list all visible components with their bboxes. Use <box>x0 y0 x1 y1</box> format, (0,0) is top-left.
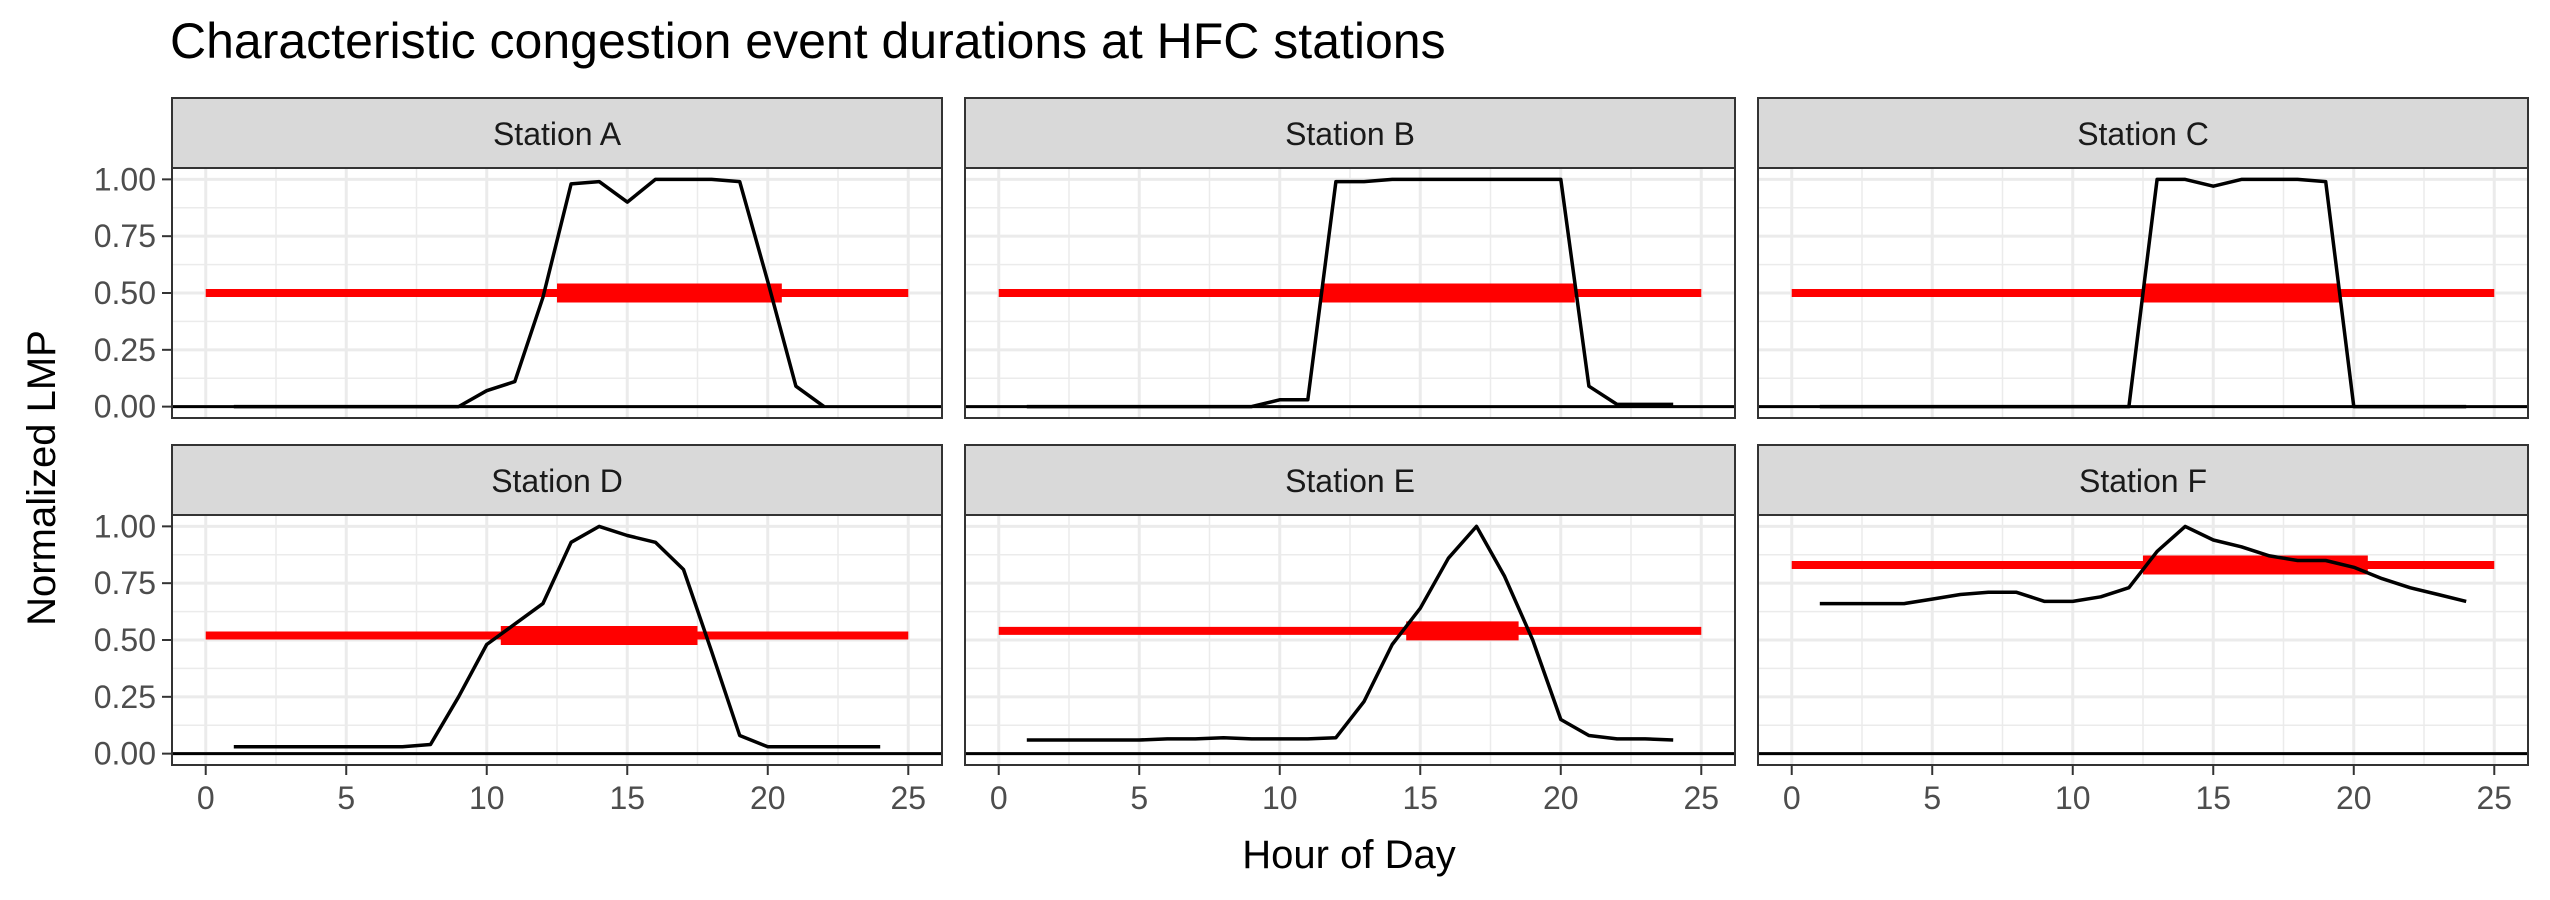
facet-strip <box>964 97 1736 169</box>
facet-strip <box>171 444 943 516</box>
y-axis-label: Normalized LMP <box>20 330 64 626</box>
lmp-line <box>233 524 881 749</box>
facet-panel: Station A 0.00 0.25 0.50 0.75 1.00 <box>94 97 943 425</box>
facet-strip <box>1757 444 2529 516</box>
x-tick-label: 5 <box>1923 780 1941 816</box>
x-tick-label: 20 <box>2336 780 2372 816</box>
panel-border <box>1757 514 2529 766</box>
x-tick-label: 20 <box>1543 780 1579 816</box>
lmp-line <box>1026 524 1674 742</box>
x-axis-label: Hour of Day <box>1242 833 1455 877</box>
facet-panel: Station C <box>1757 97 2529 419</box>
facet-panel: Station E 0 5 10 15 20 25 <box>964 444 1736 816</box>
lmp-line <box>233 177 826 409</box>
facet-panels: Station A 0.00 0.25 0.50 0.75 1.00 Station B St… <box>94 97 2529 816</box>
x-tick-label: 0 <box>197 780 215 816</box>
x-tick-label: 0 <box>1783 780 1801 816</box>
panel-border <box>964 514 1736 766</box>
x-tick-label: 0 <box>990 780 1008 816</box>
lmp-line <box>1026 177 1674 409</box>
y-tick-label: 0.50 <box>94 275 156 311</box>
x-tick-label: 20 <box>750 780 786 816</box>
facet-panel: Station D 0 5 10 15 20 25 0.00 0.25 0.50 0.75 1.00 <box>94 444 943 816</box>
x-tick-label: 10 <box>2055 780 2091 816</box>
y-tick-label: 0.25 <box>94 679 156 715</box>
y-tick-label: 1.00 <box>94 161 156 197</box>
y-tick-label: 1.00 <box>94 508 156 544</box>
facet-strip-label: Station A <box>493 116 622 152</box>
y-tick-label: 0.75 <box>94 565 156 601</box>
panel-border <box>964 167 1736 419</box>
facet-strip <box>171 97 943 169</box>
x-tick-label: 10 <box>469 780 505 816</box>
y-tick-label: 0.75 <box>94 218 156 254</box>
facet-strip-label: Station C <box>2077 116 2209 152</box>
x-tick-label: 25 <box>890 780 926 816</box>
x-tick-label: 15 <box>609 780 645 816</box>
facet-strip-label: Station D <box>491 463 623 499</box>
x-tick-label: 5 <box>1130 780 1148 816</box>
facet-panel: Station B <box>964 97 1736 419</box>
facet-strip-label: Station E <box>1285 463 1415 499</box>
y-tick-label: 0.50 <box>94 622 156 658</box>
lmp-line <box>1819 524 2467 606</box>
facet-strip-label: Station B <box>1285 116 1415 152</box>
y-tick-label: 0.25 <box>94 332 156 368</box>
facet-strip <box>964 444 1736 516</box>
x-tick-label: 25 <box>2476 780 2512 816</box>
facet-strip-label: Station F <box>2079 463 2207 499</box>
lmp-line <box>1819 177 2467 409</box>
y-tick-label: 0.00 <box>94 736 156 772</box>
chart-title: Characteristic congestion event duration… <box>170 13 1446 69</box>
y-tick-label: 0.00 <box>94 389 156 425</box>
x-tick-label: 15 <box>1402 780 1438 816</box>
x-tick-label: 10 <box>1262 780 1298 816</box>
facet-panel: Station F 0 5 10 15 20 25 <box>1757 444 2529 816</box>
x-tick-label: 25 <box>1683 780 1719 816</box>
x-tick-label: 15 <box>2195 780 2231 816</box>
panel-border <box>1757 167 2529 419</box>
x-tick-label: 5 <box>337 780 355 816</box>
